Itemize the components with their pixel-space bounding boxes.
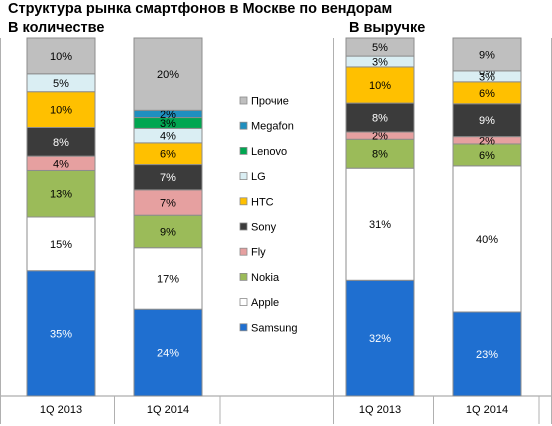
x-tick-label: 1Q 2014 (466, 404, 508, 416)
data-label: 10% (369, 80, 391, 92)
data-label: 2% (160, 109, 176, 121)
data-label: 5% (372, 42, 388, 54)
panel-title-quantity: В количестве (8, 20, 105, 36)
chart-panel-2: 32% 31% 8% 2% 8% 10% 3% 5% 1Q 2013 23% 40% 6% 2% 9% 6%… (333, 37, 552, 424)
legend-swatch-nokia (239, 272, 248, 281)
data-label: 35% (50, 328, 72, 340)
bar-segment-fly (133, 189, 203, 216)
bar-segment-прочие (345, 37, 415, 57)
data-label: 40% (476, 234, 498, 246)
bar-segment-apple (26, 216, 96, 272)
data-label: 10% (50, 105, 72, 117)
x-tick-label: 1Q 2013 (40, 404, 82, 416)
data-label: 4% (160, 131, 176, 143)
bar-segment-apple (345, 167, 415, 281)
data-label: 2% (372, 131, 388, 143)
data-label: 23% (476, 349, 498, 361)
legend-swatch-megafon (239, 121, 248, 130)
legend-swatch-samsung (239, 323, 248, 332)
data-label: 7% (160, 172, 176, 184)
legend-label-lenovo: Lenovo (251, 146, 287, 158)
data-label: 13% (50, 189, 72, 201)
data-label: 32% (369, 333, 391, 345)
bar-segment-apple (452, 165, 522, 313)
bar-segment-htc (26, 91, 96, 128)
legend: Прочие Megafon Lenovo LG HTC Sony Fly Nokia Appl… (239, 96, 297, 334)
bar-segment-sony (345, 102, 415, 133)
legend-label-samsung: Samsung (251, 322, 297, 334)
bar-segment-прочие (26, 37, 96, 75)
bar-segment-прочие (133, 37, 203, 111)
data-label: 10% (50, 51, 72, 63)
data-label: 24% (157, 348, 179, 360)
data-label: 31% (369, 219, 391, 231)
bar-segment-nokia (133, 214, 203, 249)
legend-label-fly: Fly (251, 247, 266, 259)
legend-label-lg: LG (251, 171, 266, 183)
legend-label-прочие: Прочие (251, 96, 289, 108)
bar-segment-samsung (26, 270, 96, 397)
legend-label-htc: HTC (251, 196, 274, 208)
data-label: 20% (157, 69, 179, 81)
legend-label-megafon: Megafon (251, 121, 294, 133)
panel-title-revenue: В выручке (349, 20, 426, 36)
bar-segment-sony (26, 127, 96, 157)
data-label: 15% (50, 239, 72, 251)
bar-segment-samsung (452, 311, 522, 397)
legend-swatch-lenovo (239, 146, 248, 155)
bar-segment-nokia (26, 169, 96, 218)
bar-segment-apple (133, 247, 203, 310)
data-label: 9% (479, 49, 495, 61)
chart-panel-1: 35% 15% 13% 4% 8% 10% 5% 10% 1Q 2013 24% 17% 9% 7% 7%… (0, 37, 333, 424)
data-label: 17% (157, 273, 179, 285)
bar-segment-htc (345, 66, 415, 104)
data-label: 7% (160, 198, 176, 210)
legend-swatch-fly (239, 247, 248, 256)
data-label: 5% (53, 78, 69, 90)
chart-title: Структура рынка смартфонов в Москве по в… (8, 1, 393, 17)
legend-swatch-sony (239, 222, 248, 231)
data-label: 6% (160, 149, 176, 161)
data-label: 3% (479, 71, 495, 83)
data-label: 2% (479, 135, 495, 147)
bar-segment-samsung (133, 308, 203, 397)
data-label: 6% (479, 88, 495, 100)
data-label: 9% (479, 115, 495, 127)
data-label: 8% (53, 137, 69, 149)
legend-swatch-apple (239, 298, 248, 307)
data-label: 8% (372, 113, 388, 125)
legend-label-apple: Apple (251, 297, 279, 309)
data-label: 3% (372, 57, 388, 69)
data-label: 8% (372, 149, 388, 161)
bar-segment-samsung (345, 279, 415, 397)
bar-segment-sony (133, 164, 203, 191)
legend-swatch-htc (239, 197, 248, 206)
legend-label-sony: Sony (251, 222, 277, 234)
bar-segment-прочие (452, 37, 522, 72)
x-tick-label: 1Q 2014 (147, 404, 189, 416)
data-label: 9% (160, 226, 176, 238)
data-label: 4% (53, 158, 69, 170)
bar-segment-nokia (345, 138, 415, 169)
x-tick-label: 1Q 2013 (359, 404, 401, 416)
data-label: 3% (160, 118, 176, 130)
legend-swatch-прочие (239, 96, 248, 105)
legend-label-nokia: Nokia (251, 272, 280, 284)
data-label: 6% (479, 150, 495, 162)
legend-swatch-lg (239, 172, 248, 181)
